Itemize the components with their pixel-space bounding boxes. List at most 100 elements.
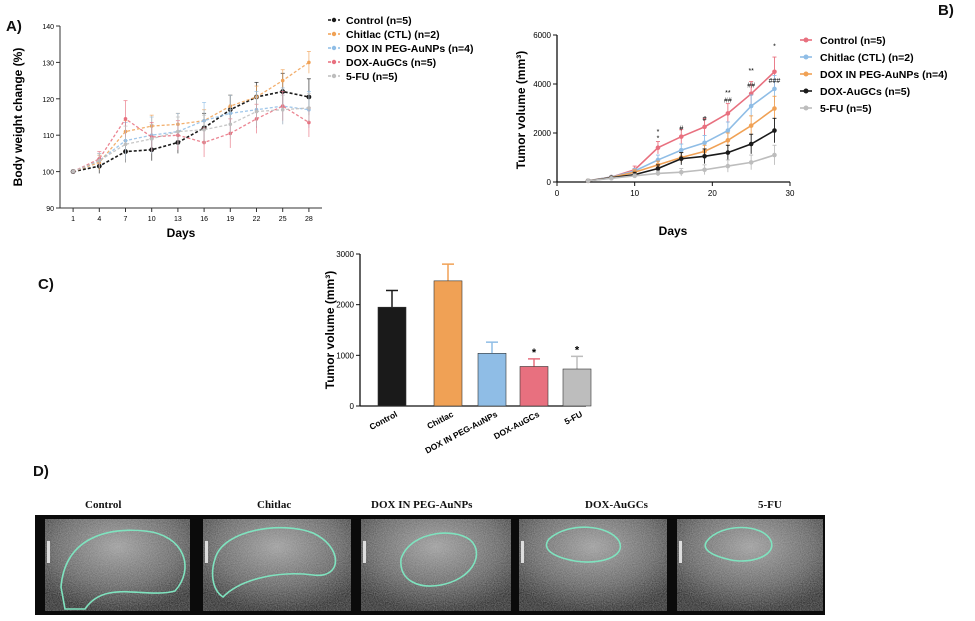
chart-a-x-tick-label: 7: [124, 216, 128, 223]
depth-marker: [205, 541, 208, 563]
panel-label-c: C): [38, 276, 54, 293]
chart-b-point-fu5: [702, 167, 707, 173]
chart-a-point-fu5: [176, 129, 180, 134]
chart-a-legend-marker: [331, 45, 337, 51]
chart-a-x-tick-label: 4: [97, 216, 101, 223]
ultrasound-speckle: [361, 519, 511, 611]
ultrasound-title-dox-augc: DOX-AuGCs: [585, 499, 648, 511]
chart-b-y-tick-label: 6000: [533, 31, 551, 40]
ultrasound-title-5fu: 5-FU: [758, 499, 782, 511]
chart-a-point-fu5: [97, 158, 102, 163]
chart-b-point-dox_peg: [772, 86, 777, 92]
chart-a-y-tick-label: 120: [42, 97, 54, 104]
chart-a-point-fu5: [202, 127, 206, 132]
chart-b-point-chitlac: [748, 123, 754, 128]
tumor-outline: [211, 526, 337, 599]
chart-b-point-dox_peg: [702, 140, 707, 146]
chart-b-x-tick-label: 30: [786, 189, 795, 198]
chart-b-point-fu5: [609, 176, 614, 181]
chart-c-significance-marker: *: [575, 344, 580, 356]
chart-c-y-tick-label: 0: [350, 402, 355, 411]
chart-a-y-tick-label: 110: [43, 133, 54, 140]
chart-b-point-fu5: [772, 152, 777, 158]
chart-b-point-fu5: [655, 171, 661, 176]
ultrasound-image-strip: [35, 515, 825, 615]
panel-label-d: D): [33, 463, 49, 480]
chart-a-x-tick-label: 25: [279, 216, 287, 223]
chart-b-point-dox_augc: [678, 134, 684, 139]
ultrasound-images: [45, 519, 823, 611]
chart-b-point-dox_augc: [772, 69, 777, 75]
chart-a-x-tick-label: 16: [200, 216, 208, 223]
ultrasound-frame: [203, 519, 351, 611]
chart-a-series-line-fu5: [72, 107, 309, 173]
chart-b-significance-marker: **: [748, 68, 754, 75]
chart-a-point-chitlac: [280, 78, 285, 83]
chart-a-legend-marker: [331, 73, 337, 79]
chart-c-ylabel: Tumor volume (mm³): [323, 271, 337, 389]
chart-b-significance-marker: *: [657, 129, 660, 136]
ultrasound-frame: [677, 519, 823, 611]
chart-b-point-control: [702, 153, 707, 159]
chart-a-point-fu5: [228, 122, 233, 127]
chart-b-xlabel: Days: [659, 224, 688, 238]
chart-a-legend-marker: [331, 31, 337, 37]
chart-b-point-fu5: [678, 169, 684, 175]
chart-b-significance-marker: ###: [769, 78, 781, 85]
chart-c-bar-control: [377, 306, 407, 407]
chart-b-point-dox_peg: [678, 147, 684, 153]
chart-b-point-chitlac: [772, 106, 777, 111]
chart-a-legend-label: 5-FU (n=5): [346, 71, 398, 83]
chart-a-point-fu5: [254, 109, 259, 114]
tumor-outline: [400, 532, 478, 587]
chart-b-significance-marker: **: [725, 90, 731, 97]
tumor-outline: [545, 526, 622, 563]
chart-b-point-control: [748, 141, 754, 147]
chart-b-significance-marker: ##: [747, 83, 755, 90]
chart-c-bar-fu5: [562, 368, 592, 407]
chart-c-significance-marker: *: [532, 347, 537, 359]
chart-c-y-tick-label: 3000: [336, 250, 354, 259]
chart-c-category-label: DOX IN PEG-AuNPs: [423, 409, 499, 456]
chart-b-y-tick-label: 0: [547, 178, 552, 187]
chart-a-xlabel: Days: [167, 226, 196, 240]
chart-a-point-fu5: [149, 137, 154, 141]
chart-a-legend-label: Control (n=5): [346, 15, 412, 27]
depth-marker: [521, 541, 524, 563]
chart-c-bar-chitlac: [433, 280, 463, 407]
ultrasound-frame: [519, 519, 667, 611]
chart-b-point-dox_peg: [725, 128, 731, 133]
chart-b-legend-marker: [803, 105, 809, 111]
chart-c-category-label: Control: [368, 409, 399, 432]
ultrasound-frame: [45, 519, 190, 611]
chart-a-point-fu5: [71, 169, 75, 174]
chart-a-y-tick-label: 140: [42, 24, 54, 31]
chart-c-category-label: Chitlac: [425, 409, 455, 431]
chart-a-x-tick-label: 22: [253, 216, 261, 223]
chart-a-y-tick-label: 90: [46, 206, 54, 213]
chart-a-legend-label: Chitlac (CTL) (n=2): [346, 29, 440, 41]
ultrasound-speckle: [677, 519, 823, 611]
ultrasound-title-control: Control: [85, 499, 122, 511]
chart-b-y-tick-label: 4000: [533, 80, 551, 89]
ultrasound-speckle: [519, 519, 667, 611]
chart-b-point-dox_peg: [748, 103, 754, 109]
chart-b-legend-label: Control (n=5): [820, 35, 886, 47]
ultrasound-title-chitlac: Chitlac: [257, 499, 292, 511]
chart-a-x-tick-label: 13: [174, 216, 182, 223]
chart-b-point-chitlac: [725, 138, 731, 143]
chart-a-point-fu5: [280, 107, 285, 112]
chart-a-y-tick-label: 130: [42, 60, 54, 67]
chart-a-legend-marker: [331, 17, 337, 23]
depth-marker: [47, 541, 50, 563]
chart-b-legend-label: DOX-AuGCs (n=5): [820, 86, 910, 98]
chart-b-significance-marker: ##: [724, 97, 732, 104]
chart-b-significance-marker: #: [679, 126, 683, 133]
chart-b-point-dox_augc: [725, 111, 731, 116]
chart-b-point-fu5: [585, 178, 591, 184]
chart-b-legend-marker: [803, 71, 809, 77]
chart-a-point-fu5: [307, 106, 311, 110]
